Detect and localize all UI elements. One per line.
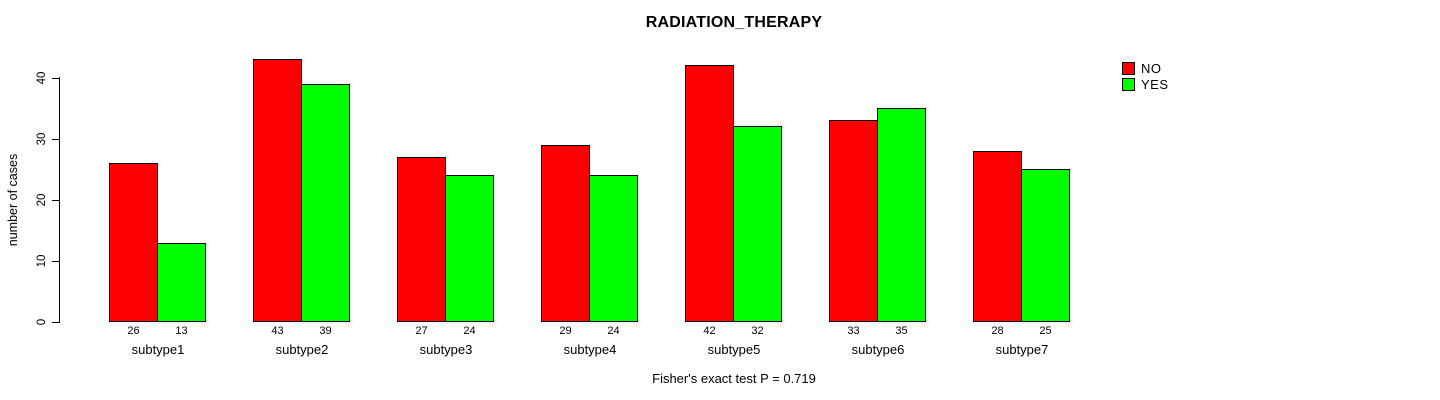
y-tick-40 [52,77,59,79]
y-tick-label-20: 20 [36,193,48,207]
legend-label-no: NO [1141,60,1162,76]
legend-swatch-yes [1122,77,1135,91]
legend-label-yes: YES [1141,76,1169,92]
legend: NO YES [1122,60,1169,92]
bar-value-yes-subtype4: 24 [607,325,620,337]
legend-swatch-no [1122,61,1135,75]
y-tick-0 [52,322,59,323]
bar-yes-subtype1 [157,242,206,322]
y-tick-30 [52,138,59,140]
category-label-subtype7: subtype7 [995,342,1049,357]
y-tick-label-40: 40 [36,71,48,84]
chart-title: RADIATION_THERAPY [645,14,823,31]
bar-yes-subtype7 [1021,169,1070,322]
bar-yes-subtype3 [445,175,494,322]
legend-entry-yes: YES [1122,76,1169,92]
bar-no-subtype5 [685,65,734,322]
fisher-test-annotation: Fisher's exact test P = 0.719 [652,371,816,386]
bar-value-no-subtype2: 43 [271,325,284,337]
bar-value-yes-subtype5: 32 [751,325,764,337]
bar-value-no-subtype3: 27 [415,325,428,337]
y-axis-line [59,77,60,323]
bar-value-yes-subtype3: 24 [463,325,476,337]
bar-no-subtype4 [541,144,590,322]
y-tick-label-10: 10 [36,254,48,268]
category-label-subtype4: subtype4 [563,342,617,357]
bar-value-no-subtype5: 42 [703,325,716,337]
bar-value-no-subtype7: 28 [991,325,1004,337]
y-tick-label-0: 0 [36,318,48,326]
category-label-subtype3: subtype3 [419,342,473,357]
bar-no-subtype7 [973,150,1022,322]
bar-no-subtype2 [253,59,302,322]
category-label-subtype5: subtype5 [707,342,761,357]
y-tick-20 [52,199,59,201]
category-label-subtype2: subtype2 [275,342,329,357]
bar-value-yes-subtype6: 35 [895,325,908,337]
bar-yes-subtype5 [733,126,782,322]
category-label-subtype6: subtype6 [851,342,905,357]
legend-entry-no: NO [1122,60,1169,76]
y-axis-label: number of cases [6,153,20,247]
bar-value-no-subtype1: 26 [127,325,140,337]
bar-value-no-subtype6: 33 [847,325,860,337]
bar-value-yes-subtype2: 39 [319,325,332,337]
bar-value-yes-subtype7: 25 [1039,325,1052,337]
category-label-subtype1: subtype1 [131,342,185,357]
bar-value-no-subtype4: 29 [559,325,572,337]
bar-yes-subtype6 [877,108,926,322]
bar-no-subtype6 [829,120,878,322]
bar-no-subtype1 [109,163,158,322]
y-tick-10 [52,260,59,262]
bar-value-yes-subtype1: 13 [175,325,188,337]
bar-no-subtype3 [397,156,446,322]
bar-yes-subtype2 [301,83,350,322]
y-tick-label-30: 30 [36,132,48,146]
bar-yes-subtype4 [589,175,638,322]
